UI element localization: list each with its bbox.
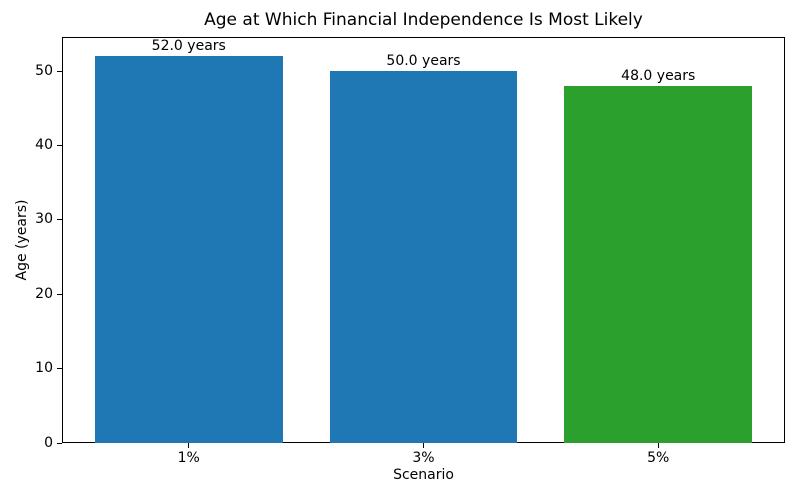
x-tick-mark [188,443,190,448]
y-tick-label: 10 [35,360,53,377]
y-tick-label: 40 [35,137,53,154]
y-tick-label: 30 [35,211,53,228]
x-tick-mark [657,443,659,448]
x-tick-label: 1% [177,450,200,466]
y-tick-mark [57,70,62,72]
x-tick-label: 5% [647,450,670,466]
bar [329,71,518,443]
x-tick-label: 3% [412,450,435,466]
y-tick-mark [57,293,62,295]
y-tick-label: 0 [44,434,53,451]
bar [564,86,753,443]
chart-title: Age at Which Financial Independence Is M… [204,10,643,30]
y-tick-mark [57,368,62,370]
x-tick-mark [423,443,424,448]
y-tick-label: 20 [35,285,53,302]
y-tick-label: 50 [35,62,53,79]
bar-value-label: 48.0 years [621,68,696,85]
y-tick-mark [57,442,62,444]
bar-value-label: 52.0 years [151,38,226,55]
bar-value-label: 50.0 years [386,53,461,70]
bar [94,56,283,443]
x-axis-label: Scenario [393,467,454,483]
y-tick-mark [57,145,62,147]
y-tick-mark [57,219,62,221]
